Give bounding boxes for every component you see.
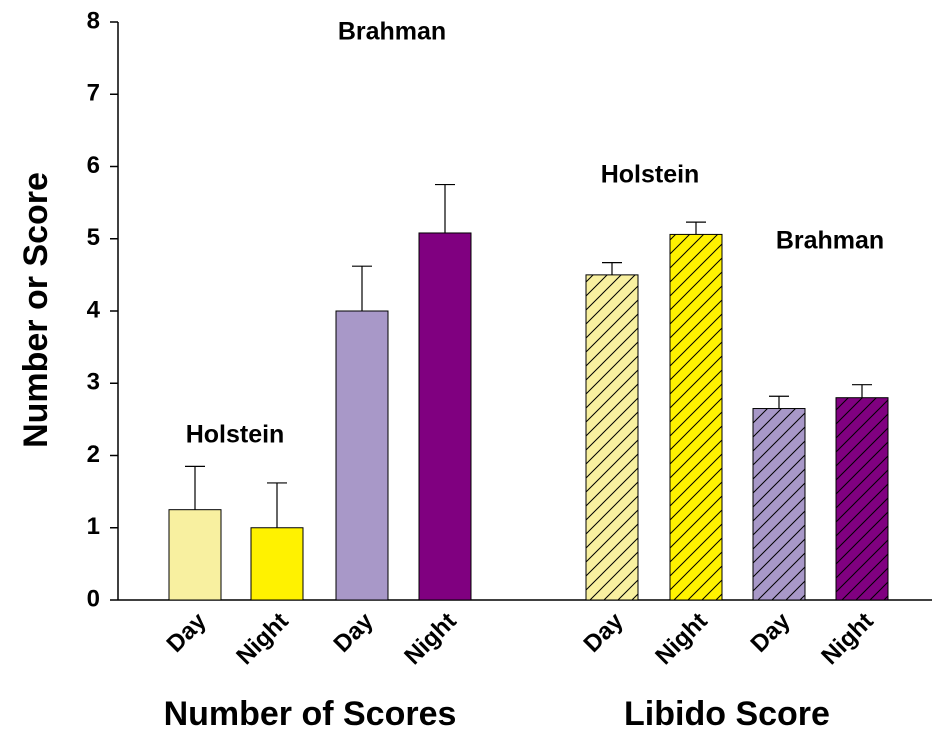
bar	[168, 509, 222, 601]
group-label: Libido Score	[624, 695, 830, 733]
bar	[418, 232, 472, 601]
x-tick-label: Night	[231, 608, 293, 670]
y-tick-label: 2	[87, 441, 100, 468]
x-tick-label: Day	[746, 607, 797, 658]
bar	[250, 527, 304, 601]
annotation: Brahman	[776, 227, 884, 255]
bar	[335, 310, 389, 601]
y-tick-label: 0	[87, 585, 100, 612]
y-tick-label: 6	[87, 152, 100, 179]
bar	[585, 274, 639, 601]
x-tick-label: Night	[399, 608, 461, 670]
group-label: Number of Scores	[164, 695, 457, 733]
y-tick-label: 4	[87, 296, 101, 323]
y-tick-label: 7	[87, 80, 100, 107]
x-tick-label: Day	[162, 607, 213, 658]
annotation: Holstein	[186, 421, 285, 449]
x-tick-label: Night	[816, 608, 878, 670]
bar	[669, 233, 723, 601]
y-tick-label: 5	[87, 224, 100, 251]
x-tick-label: Day	[329, 607, 380, 658]
y-tick-label: 8	[87, 7, 100, 34]
x-tick-label: Day	[579, 607, 630, 658]
y-tick-label: 1	[87, 513, 100, 540]
y-axis-label: Number or Score	[17, 172, 55, 448]
y-tick-label: 3	[87, 369, 100, 396]
annotation: Brahman	[338, 18, 446, 46]
annotation: Holstein	[601, 161, 700, 189]
bar	[752, 408, 806, 601]
bar	[835, 397, 889, 601]
x-tick-label: Night	[650, 608, 712, 670]
